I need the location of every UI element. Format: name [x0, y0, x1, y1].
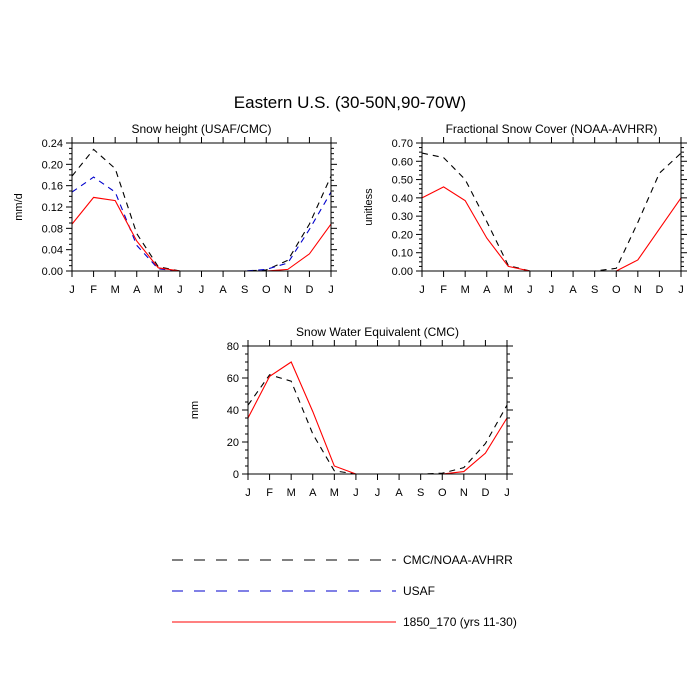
x-tick-label: F: [90, 284, 97, 296]
x-tick-label: F: [266, 487, 273, 499]
x-tick-label: J: [549, 284, 555, 296]
x-tick-label: J: [328, 284, 334, 296]
x-tick-label: J: [504, 487, 510, 499]
x-tick-label: D: [655, 284, 663, 296]
x-tick-label: J: [375, 487, 381, 499]
x-tick-label: J: [177, 284, 183, 296]
x-tick-label: S: [241, 284, 248, 296]
chart-1: Snow height (USAF/CMC) mm/d 0.00 0.04 0.08 0.…: [13, 122, 337, 296]
chart-title: Snow Water Equivalent (CMC): [296, 325, 459, 339]
x-tick-label: D: [481, 487, 489, 499]
series-line: [422, 152, 681, 271]
x-tick-label: A: [395, 487, 403, 499]
x-tick-label: J: [245, 487, 251, 499]
y-tick-label: 0.50: [392, 175, 413, 187]
x-tick-label: A: [569, 284, 577, 296]
y-tick-label: 0.24: [42, 138, 63, 150]
y-tick-label: 0.20: [42, 159, 63, 171]
series-line: [422, 186, 681, 271]
y-tick-label: 0.12: [42, 202, 63, 214]
plot-frame: [71, 142, 332, 272]
y-tick-label: 40: [227, 405, 239, 417]
x-tick-label: M: [111, 284, 120, 296]
y-tick-label: 0.00: [42, 266, 63, 278]
y-tick-label: 0.16: [42, 181, 63, 193]
y-tick-label: 0.00: [392, 266, 413, 278]
series-group: [422, 152, 681, 271]
chart-title: Fractional Snow Cover (NOAA-AVHRR): [446, 122, 658, 136]
y-tick-label: 0: [233, 469, 239, 481]
series-group: [248, 361, 507, 474]
y-tick-label: 0.60: [392, 156, 413, 168]
x-tick-label: D: [305, 284, 313, 296]
x-tick-label: O: [438, 487, 447, 499]
y-tick-label: 0.10: [392, 248, 413, 260]
legend-label: USAF: [403, 584, 435, 598]
y-axis-label: mm/d: [13, 193, 25, 221]
x-tick-label: A: [133, 284, 141, 296]
y-axis-label: unitless: [363, 188, 375, 226]
x-tick-label: O: [612, 284, 621, 296]
x-tick-label: J: [419, 284, 425, 296]
x-tick-label: M: [461, 284, 470, 296]
x-tick-label: M: [154, 284, 163, 296]
x-tick-label: A: [219, 284, 227, 296]
x-tick-label: N: [284, 284, 292, 296]
series-line: [248, 374, 507, 474]
plot-frame: [421, 142, 682, 272]
y-tick-label: 60: [227, 373, 239, 385]
charts-group: Snow height (USAF/CMC) mm/d 0.00 0.04 0.08 0.…: [13, 122, 687, 499]
legend-label: CMC/NOAA-AVHRR: [403, 553, 513, 567]
y-tick-label: 80: [227, 341, 239, 353]
x-tick-label: M: [287, 487, 296, 499]
x-tick-label: S: [417, 487, 424, 499]
series-line: [72, 196, 331, 271]
x-tick-label: J: [353, 487, 359, 499]
x-tick-label: J: [199, 284, 205, 296]
y-tick-label: 0.08: [42, 223, 63, 235]
legend: CMC/NOAA-AVHRR USAF 1850_170 (yrs 11-30): [172, 553, 517, 629]
x-tick-label: S: [591, 284, 598, 296]
series-line: [72, 176, 331, 271]
y-tick-label: 0.70: [392, 138, 413, 150]
x-tick-label: J: [678, 284, 684, 296]
y-tick-label: 0.20: [392, 229, 413, 241]
x-tick-label: J: [69, 284, 75, 296]
chart-3: Snow Water Equivalent (CMC) mm 0 20 40 60 80 J F…: [189, 325, 513, 499]
x-tick-label: A: [309, 487, 317, 499]
y-tick-label: 0.04: [42, 245, 63, 257]
series-line: [248, 361, 507, 474]
y-tick-label: 0.40: [392, 193, 413, 205]
series-line: [72, 148, 331, 271]
x-tick-label: A: [483, 284, 491, 296]
x-tick-label: M: [330, 487, 339, 499]
x-tick-label: N: [634, 284, 642, 296]
y-tick-label: 20: [227, 437, 239, 449]
chart-2: Fractional Snow Cover (NOAA-AVHRR) unitle…: [363, 122, 687, 296]
x-tick-label: J: [527, 284, 533, 296]
figure-title: Eastern U.S. (30-50N,90-70W): [234, 93, 466, 112]
series-group: [72, 148, 331, 271]
x-tick-label: F: [440, 284, 447, 296]
x-tick-label: N: [460, 487, 468, 499]
legend-label: 1850_170 (yrs 11-30): [403, 615, 517, 629]
x-tick-label: O: [262, 284, 271, 296]
y-axis-label: mm: [189, 401, 201, 419]
x-tick-label: M: [504, 284, 513, 296]
chart-title: Snow height (USAF/CMC): [131, 122, 271, 136]
y-tick-label: 0.30: [392, 211, 413, 223]
